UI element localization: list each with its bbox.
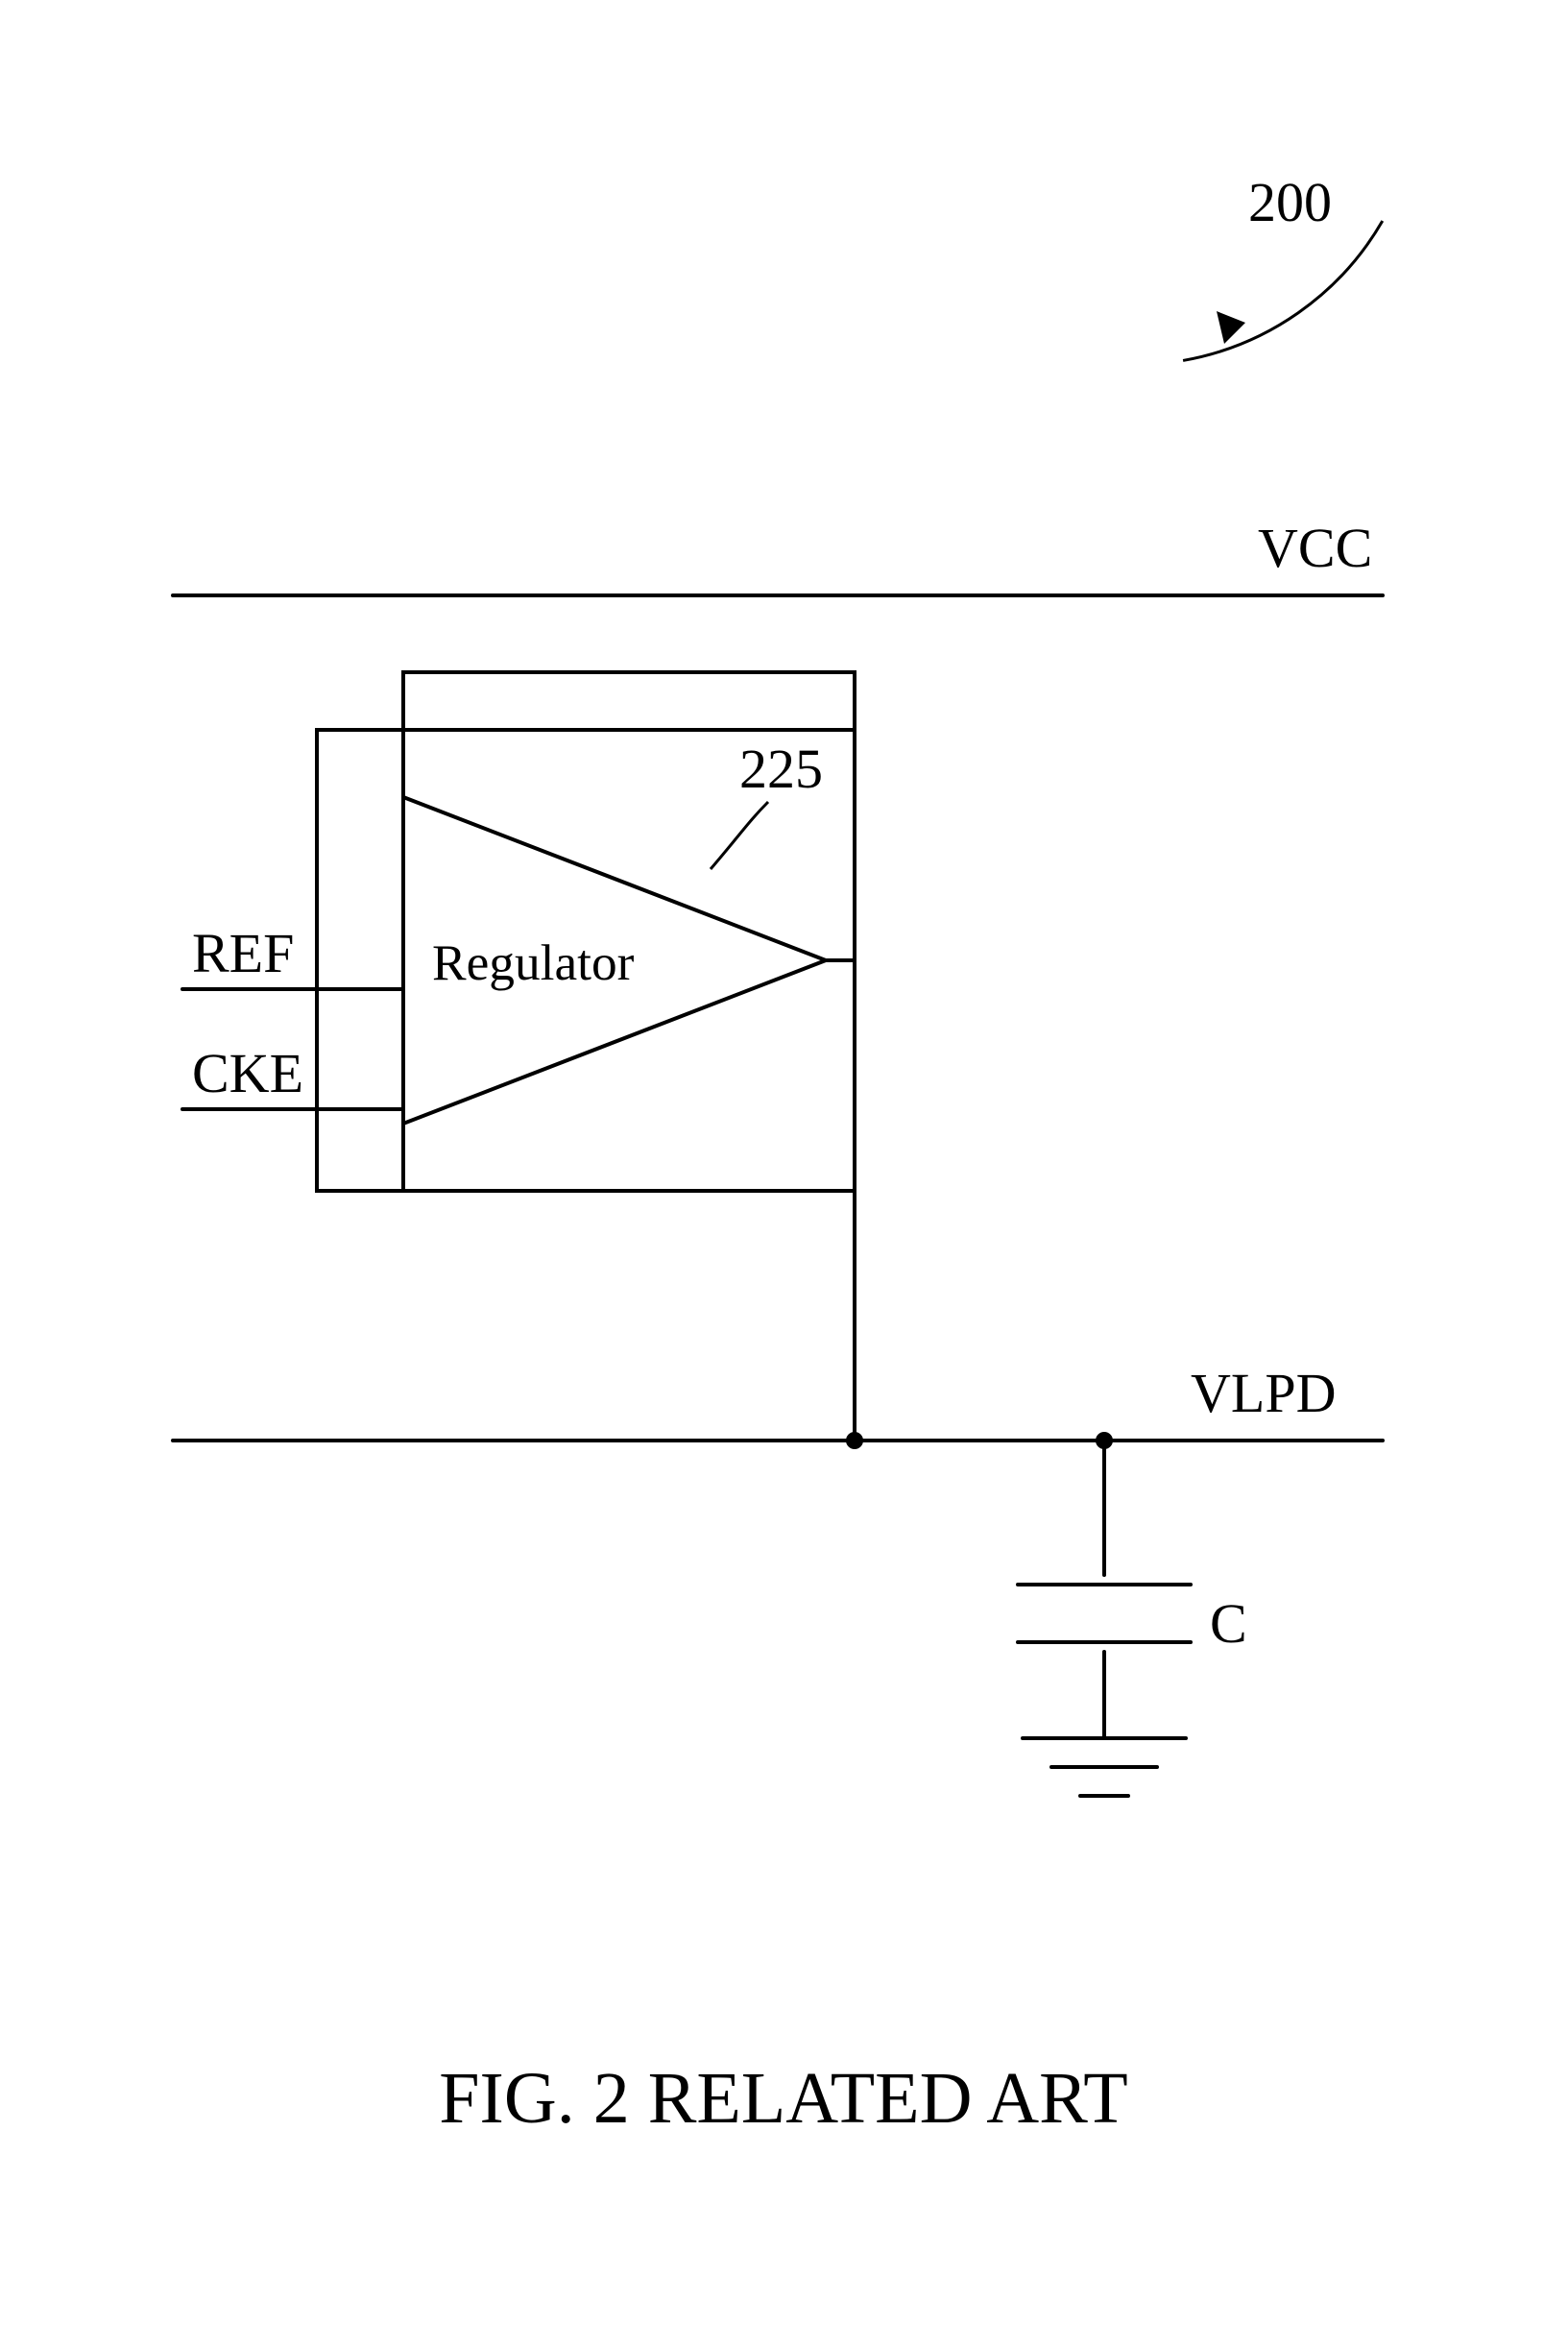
cke-hook [317, 1109, 403, 1191]
junction-dot [846, 1432, 863, 1449]
regulator-ref-leader [711, 802, 768, 869]
figure-caption: FIG. 2 RELATED ART [439, 2058, 1127, 2139]
cke-label: CKE [192, 1042, 303, 1104]
regulator-ref: 225 [739, 738, 823, 800]
vlpd-label: VLPD [1191, 1362, 1336, 1424]
figure-ref-arrowhead [1217, 311, 1245, 344]
vcc-label: VCC [1258, 517, 1372, 579]
figure-ref-arc [1183, 221, 1383, 360]
ref-label: REF [192, 922, 294, 984]
regulator-label: Regulator [432, 933, 635, 991]
capacitor-label: C [1210, 1592, 1247, 1655]
figure-ref-label: 200 [1248, 171, 1332, 233]
